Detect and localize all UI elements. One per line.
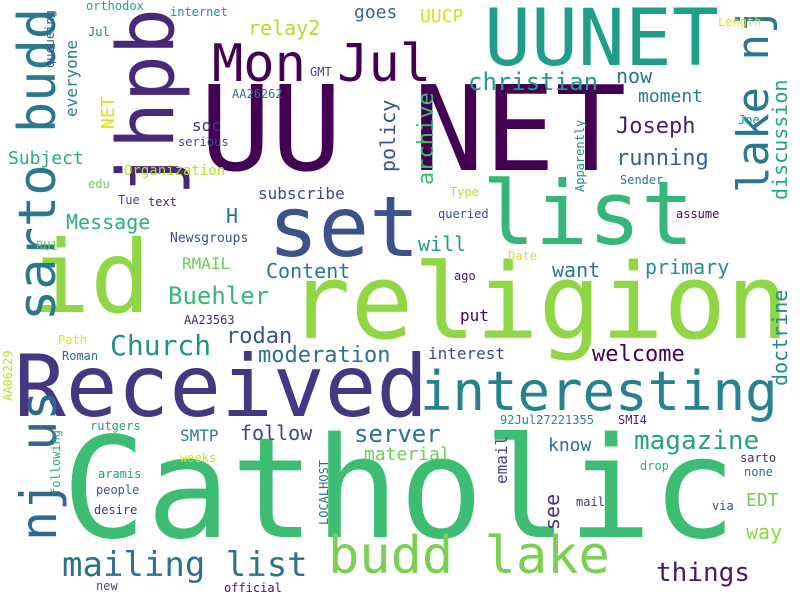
word-see: see bbox=[540, 493, 564, 530]
word-rutgers: rutgers bbox=[90, 419, 141, 433]
word-internet: internet bbox=[170, 5, 228, 19]
word-goes: goes bbox=[354, 2, 398, 23]
word-want: want bbox=[552, 258, 601, 282]
word-mail: mail bbox=[576, 495, 605, 509]
word-organization: Organization bbox=[124, 163, 226, 179]
word-moment: moment bbox=[638, 86, 704, 107]
word-jul: Jul bbox=[88, 25, 110, 39]
word-policy: policy bbox=[376, 99, 400, 172]
word-localhost: LOCALHOST bbox=[317, 459, 331, 525]
word-newsgroups: Newsgroups bbox=[170, 231, 249, 246]
word-path: Path bbox=[58, 333, 87, 347]
word-interest: interest bbox=[428, 344, 506, 363]
word-official: official bbox=[224, 581, 282, 595]
word-content: Content bbox=[266, 259, 351, 283]
word-uucp: UUCP bbox=[420, 6, 464, 27]
word-received: Received bbox=[14, 337, 429, 437]
word-92jul27221355: 92Jul27221355 bbox=[500, 413, 594, 427]
word-aa23563: AA23563 bbox=[184, 313, 235, 327]
word-aramis: aramis bbox=[98, 467, 142, 481]
word-doctrine: doctrine bbox=[768, 289, 792, 386]
word-edt: EDT bbox=[746, 490, 779, 511]
word-uu-net: UU NET bbox=[200, 60, 627, 198]
word-edu: edu bbox=[88, 177, 110, 191]
word-subject: Subject bbox=[8, 148, 84, 169]
word-orthodox: orthodox bbox=[86, 0, 144, 13]
word-rodan: rodan bbox=[226, 324, 293, 349]
word-catholic: Catholic bbox=[62, 408, 737, 571]
word-length: Length bbox=[718, 15, 762, 29]
word-smi4: SMI4 bbox=[618, 413, 647, 427]
word-interesting: interesting bbox=[420, 360, 778, 423]
word-list: list bbox=[482, 162, 694, 265]
word-server: server bbox=[354, 420, 441, 448]
word-running: running bbox=[616, 146, 709, 171]
word-religion: religion bbox=[288, 241, 789, 363]
word-subscribe: subscribe bbox=[258, 184, 345, 203]
word-desire: desire bbox=[94, 503, 138, 517]
word-sarto: sarto bbox=[740, 451, 777, 465]
word-ru1: RU1 bbox=[36, 239, 58, 253]
word-assume: assume bbox=[676, 207, 720, 221]
word-follow: follow bbox=[240, 421, 313, 445]
word-uunet: UUNET bbox=[484, 0, 719, 84]
word-tue: Tue bbox=[118, 193, 140, 207]
word-magazine: magazine bbox=[634, 426, 760, 456]
word-following: following bbox=[49, 429, 63, 495]
word-things: things bbox=[656, 558, 750, 588]
word-people: people bbox=[96, 483, 140, 497]
word-email: email bbox=[492, 435, 511, 484]
word-know: know bbox=[548, 435, 592, 456]
word-archive: archive bbox=[414, 92, 439, 185]
word-primary: primary bbox=[645, 255, 730, 279]
word-joe: Joe bbox=[738, 113, 760, 127]
word-set: set bbox=[268, 178, 420, 276]
word-relay2: relay2 bbox=[248, 16, 321, 40]
word-roman: Roman bbox=[62, 349, 99, 363]
word-joseph: Joseph bbox=[616, 114, 696, 139]
word-welcome: welcome bbox=[592, 342, 685, 367]
word-moderation: moderation bbox=[258, 343, 391, 368]
word-put: put bbox=[460, 306, 489, 325]
word-church: Church bbox=[110, 329, 212, 362]
word-serious: serious bbox=[178, 135, 229, 149]
word-buehler: Buehler bbox=[168, 282, 270, 310]
word-queried: queried bbox=[438, 207, 489, 221]
word-smtp: SMTP bbox=[180, 426, 219, 445]
word-sender: Sender bbox=[620, 173, 664, 187]
word-net: NET bbox=[98, 96, 119, 129]
word-material: material bbox=[364, 444, 451, 465]
word-will: will bbox=[418, 232, 467, 256]
word-mailing-list: mailing list bbox=[62, 545, 308, 585]
word-discussion: discussion bbox=[768, 79, 792, 200]
word-budd-lake: budd lake bbox=[328, 526, 610, 586]
word-now: now bbox=[616, 64, 653, 88]
word-message: Message bbox=[66, 210, 151, 234]
word-date: Date bbox=[508, 249, 537, 263]
word-aa06229: AA06229 bbox=[1, 350, 15, 401]
word-queueing: queueing bbox=[43, 10, 57, 68]
word-soc: soc bbox=[192, 116, 221, 135]
word-apparently: Apparently bbox=[573, 119, 587, 192]
word-gmt: GMT bbox=[310, 65, 332, 79]
word-aa26262: AA26262 bbox=[232, 87, 283, 101]
word-weeks: weeks bbox=[180, 451, 217, 465]
word-new: new bbox=[96, 579, 118, 593]
word-mon-jul: Mon Jul bbox=[212, 34, 432, 94]
word-ago: ago bbox=[454, 269, 476, 283]
word-rmail: RMAIL bbox=[182, 254, 231, 273]
word-via: via bbox=[712, 499, 734, 513]
word-text: text bbox=[148, 195, 177, 209]
word-id: id bbox=[30, 219, 151, 336]
word-h: H bbox=[226, 204, 239, 228]
word-none: none bbox=[744, 465, 773, 479]
word-everyone: everyone bbox=[62, 39, 81, 117]
word-drop: drop bbox=[640, 459, 669, 473]
word-type: Type bbox=[450, 185, 479, 199]
word-way: way bbox=[746, 520, 783, 544]
word-christian: christian bbox=[468, 68, 599, 96]
